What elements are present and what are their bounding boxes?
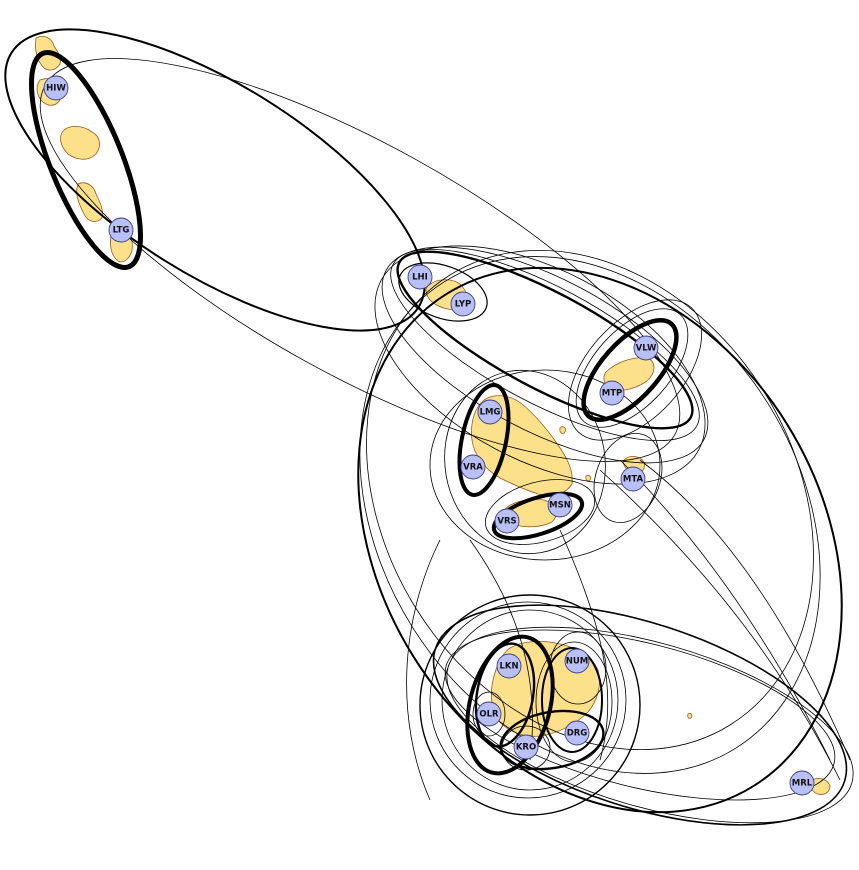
islet-1 [559, 426, 566, 434]
node-circle-olr [476, 701, 502, 727]
islet-2 [585, 474, 592, 482]
cluster-outer-3 [357, 266, 843, 814]
island-south-west [76, 182, 103, 222]
cluster-lmg-vra-bold [457, 383, 511, 497]
cluster-south-outer-1 [419, 594, 641, 816]
node-mtp: MTP [599, 380, 625, 406]
node-circle-mtp [599, 380, 625, 406]
node-circle-vrs [494, 508, 520, 534]
node-label-drg: DRG [567, 729, 588, 739]
node-circle-mrl [789, 770, 815, 796]
node-circle-kro [513, 734, 539, 760]
node-label-olr: OLR [479, 710, 499, 720]
cluster-south-east-2 [446, 626, 854, 824]
node-label-kro: KRO [516, 743, 536, 753]
node-circle-lyp [450, 291, 476, 317]
cluster-south-outer-2 [429, 601, 627, 799]
cluster-outer-5 [366, 249, 814, 751]
cluster-vrs-msn-bold [491, 491, 585, 541]
node-label-lhi: LHI [412, 273, 428, 283]
node-label-mta: MTA [623, 475, 644, 485]
node-label-mtp: MTP [602, 389, 623, 399]
link-curve-4 [639, 459, 851, 761]
node-circle-lhi [407, 264, 433, 290]
node-markers: HIW LTG LHI LYP VLW MTP LMG VRA MTA MSN VRS LKN NUM O… [43, 75, 815, 796]
node-lyp: LYP [450, 291, 476, 317]
cluster-lkn-olr-kro-bold [465, 634, 555, 776]
node-circle-num [564, 648, 590, 674]
cluster-mta [593, 433, 663, 523]
cluster-vrs-msn-thin [484, 479, 596, 545]
node-label-num: NUM [566, 657, 588, 667]
link-curve-2 [599, 469, 841, 781]
island-middle-west [60, 126, 100, 160]
node-msn: MSN [547, 492, 573, 518]
link-curve-6 [559, 529, 609, 761]
node-lmg: LMG [477, 399, 503, 425]
node-label-lkn: LKN [499, 662, 518, 672]
node-lhi: LHI [407, 264, 433, 290]
islet-3 [687, 712, 693, 719]
node-circle-vra [460, 454, 486, 480]
node-circle-hiw [43, 75, 69, 101]
node-label-ltg: LTG [113, 226, 130, 236]
cluster-hiw-ltg-bold [29, 50, 143, 270]
node-mrl: MRL [789, 770, 815, 796]
node-circle-lmg [477, 399, 503, 425]
node-circle-mta [620, 466, 646, 492]
node-circle-lkn [496, 653, 522, 679]
node-label-hiw: HIW [46, 84, 66, 94]
node-num: NUM [564, 648, 590, 674]
cluster-num-drg-thick [541, 647, 603, 753]
node-vlw: VLW [633, 335, 659, 361]
cluster-south-east-bold [432, 604, 848, 826]
node-olr: OLR [476, 701, 502, 727]
node-kro: KRO [513, 734, 539, 760]
cluster-south-east [444, 629, 836, 801]
cluster-north-4 [374, 245, 706, 485]
node-ltg: LTG [108, 217, 134, 243]
node-label-msn: MSN [549, 501, 571, 511]
node-label-vra: VRA [463, 463, 483, 473]
node-circle-msn [547, 492, 573, 518]
node-hiw: HIW [43, 75, 69, 101]
node-label-vrs: VRS [497, 517, 516, 527]
node-circle-drg [564, 720, 590, 746]
cluster-olr [472, 691, 506, 737]
link-curve-1 [406, 539, 441, 801]
node-vra: VRA [460, 454, 486, 480]
cluster-num-drg [535, 641, 613, 763]
node-circle-vlw [633, 335, 659, 361]
cluster-lhi-lyp [398, 262, 488, 322]
cluster-vlw-mtp-thin-1 [575, 308, 689, 428]
cluster-num [549, 631, 607, 705]
cluster-outer-2 [4, 28, 426, 332]
island-shapes [35, 36, 831, 795]
cluster-central-1 [444, 369, 606, 555]
cluster-south-outer-3 [441, 609, 619, 791]
link-curve-5 [469, 539, 533, 761]
node-lkn: LKN [496, 653, 522, 679]
cluster-vlw-mtp-bold [581, 318, 679, 422]
link-curve-3 [619, 459, 831, 761]
cluster-vlw-mtp-thin-2 [568, 299, 702, 441]
cluster-north-2 [390, 248, 700, 442]
node-label-mrl: MRL [792, 779, 813, 789]
node-mta: MTA [620, 466, 646, 492]
cluster-north-1 [396, 250, 694, 430]
node-label-lyp: LYP [455, 300, 471, 310]
node-label-lmg: LMG [480, 408, 501, 418]
cluster-central-2 [429, 369, 661, 561]
node-drg: DRG [564, 720, 590, 746]
node-label-vlw: VLW [636, 344, 657, 354]
node-vrs: VRS [494, 508, 520, 534]
node-circle-ltg [108, 217, 134, 243]
